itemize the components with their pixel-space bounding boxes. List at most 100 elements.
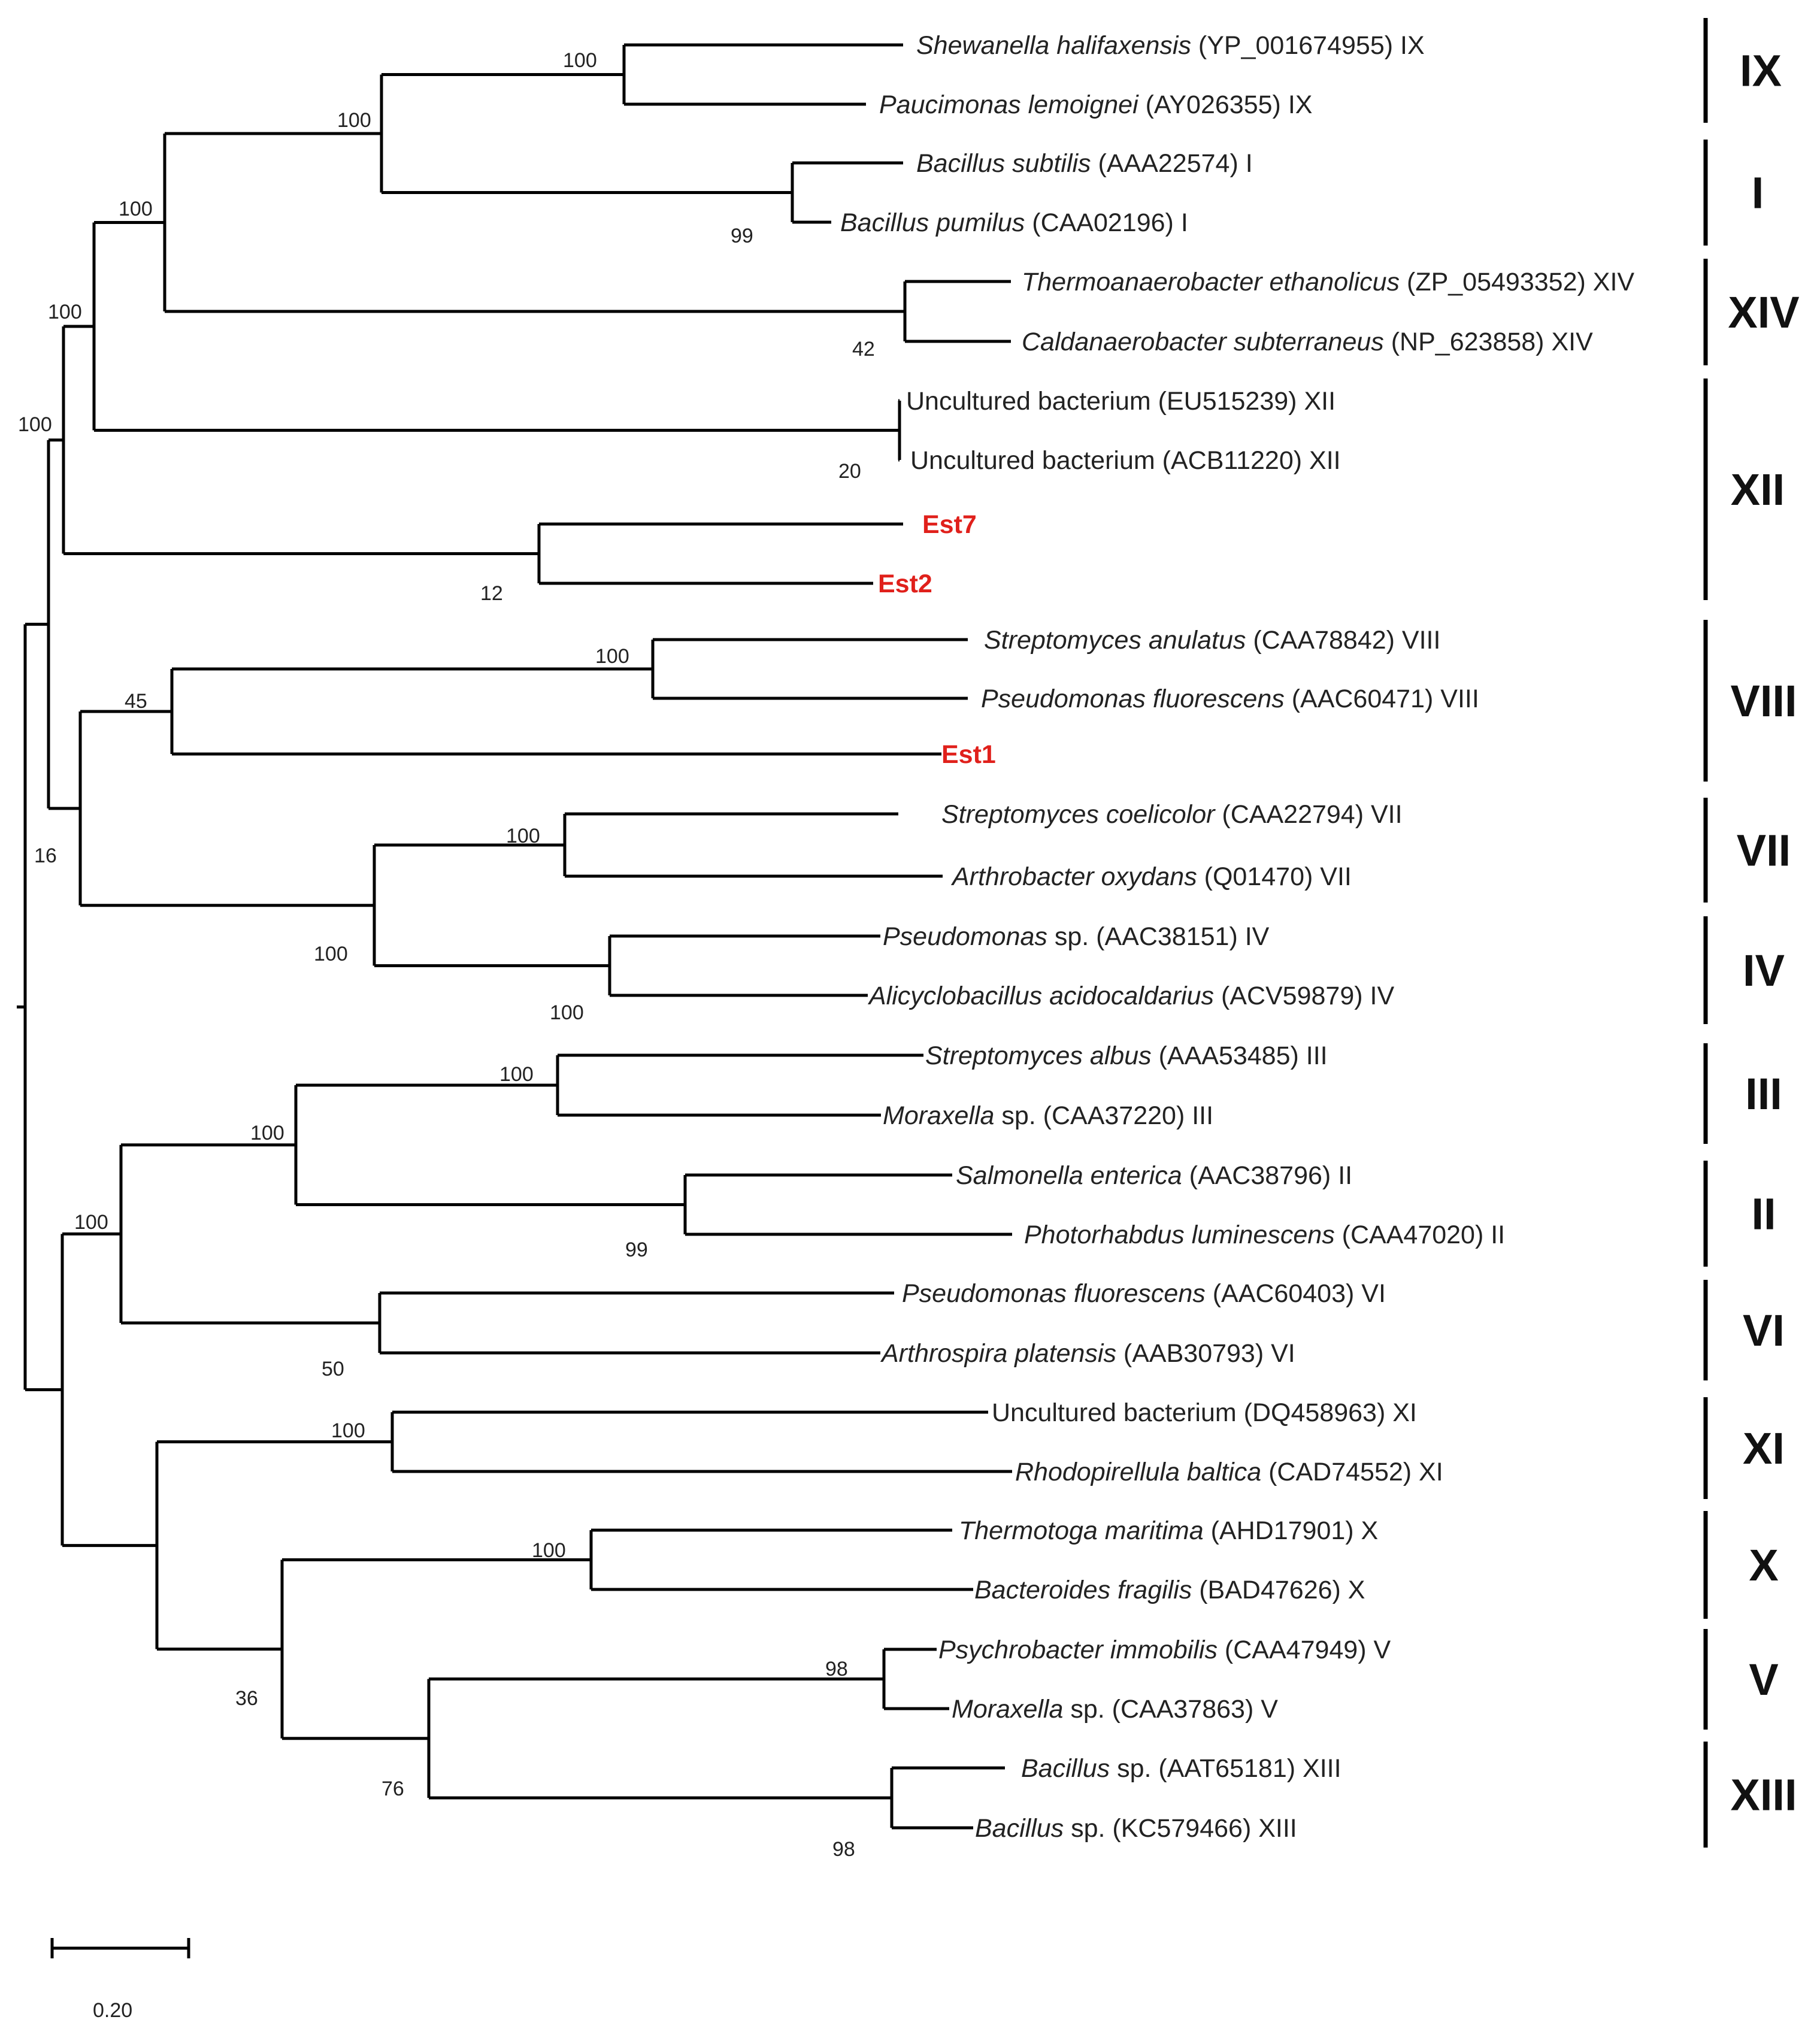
species-name: Bacillus subtilis bbox=[916, 149, 1091, 178]
leaf-label: Alicyclobacillus acidocaldarius (ACV5987… bbox=[867, 982, 1394, 1010]
accession-and-family: sp. (AAT65181) XIII bbox=[1110, 1754, 1341, 1783]
family-label-VIII: VIII bbox=[1730, 676, 1797, 726]
leaf-label: Thermoanaerobacter ethanolicus (ZP_05493… bbox=[1022, 268, 1634, 296]
bootstrap-value: 100 bbox=[331, 1419, 365, 1442]
leaf-label: Moraxella sp. (CAA37220) III bbox=[883, 1101, 1213, 1130]
tree-branches bbox=[17, 43, 1012, 1830]
family-label-XII: XII bbox=[1731, 465, 1785, 514]
bootstrap-value: 100 bbox=[595, 645, 629, 668]
family-label-X: X bbox=[1749, 1540, 1778, 1590]
leaf-label: Pseudomonas sp. (AAC38151) IV bbox=[883, 922, 1270, 951]
leaf-label: Caldanaerobacter subterraneus (NP_623858… bbox=[1022, 328, 1593, 356]
accession-and-family: Est7 bbox=[922, 510, 977, 539]
leaf-label: Arthrobacter oxydans (Q01470) VII bbox=[950, 862, 1352, 891]
scale-bar: 0.20 bbox=[50, 1938, 190, 2022]
bootstrap-value: 76 bbox=[381, 1777, 404, 1800]
leaf-label: Bacillus subtilis (AAA22574) I bbox=[916, 149, 1253, 178]
leaf-label: Salmonella enterica (AAC38796) II bbox=[956, 1161, 1352, 1190]
accession-and-family: (Q01470) VII bbox=[1197, 862, 1352, 891]
species-name: Arthrospira platensis bbox=[880, 1339, 1116, 1368]
leaf-label: Uncultured bacterium (ACB11220) XII bbox=[910, 446, 1341, 475]
species-name: Streptomyces anulatus bbox=[984, 626, 1246, 655]
accession-and-family: Est1 bbox=[941, 740, 996, 769]
family-label-XIII: XIII bbox=[1730, 1770, 1797, 1820]
species-name: Shewanella halifaxensis bbox=[916, 31, 1191, 60]
bootstrap-value: 100 bbox=[74, 1211, 108, 1234]
family-label-III: III bbox=[1745, 1069, 1782, 1119]
bootstrap-value: 100 bbox=[18, 413, 52, 436]
highlighted-leaf-label: Est2 bbox=[878, 570, 932, 598]
bootstrap-value: 12 bbox=[480, 582, 503, 605]
species-name: Pseudomonas fluorescens bbox=[902, 1279, 1206, 1308]
species-name: Pseudomonas bbox=[883, 922, 1047, 951]
leaf-label: Pseudomonas fluorescens (AAC60403) VI bbox=[902, 1279, 1386, 1308]
bootstrap-value: 100 bbox=[48, 301, 82, 323]
family-label-IX: IX bbox=[1740, 46, 1782, 96]
species-name: Streptomyces coelicolor bbox=[941, 800, 1216, 829]
species-name: Arthrobacter oxydans bbox=[950, 862, 1197, 891]
bootstrap-value: 50 bbox=[322, 1358, 344, 1380]
accession-and-family: (ACV59879) IV bbox=[1214, 982, 1394, 1010]
accession-and-family: (CAA78842) VIII bbox=[1246, 626, 1440, 655]
accession-and-family: Uncultured bacterium (DQ458963) XI bbox=[992, 1398, 1417, 1427]
accession-and-family: (AAB30793) VI bbox=[1116, 1339, 1295, 1368]
species-name: Alicyclobacillus acidocaldarius bbox=[867, 982, 1214, 1010]
leaf-label: Shewanella halifaxensis (YP_001674955) I… bbox=[916, 31, 1425, 60]
species-name: Caldanaerobacter subterraneus bbox=[1022, 328, 1384, 356]
leaf-label: Bacillus sp. (AAT65181) XIII bbox=[1021, 1754, 1341, 1783]
leaf-label: Streptomyces albus (AAA53485) III bbox=[925, 1041, 1328, 1070]
accession-and-family: (AAC60471) VIII bbox=[1285, 685, 1479, 713]
accession-and-family: (AY026355) IX bbox=[1138, 90, 1313, 119]
bootstrap-value: 36 bbox=[235, 1687, 258, 1710]
accession-and-family: (AAC60403) VI bbox=[1206, 1279, 1386, 1308]
family-label-II: II bbox=[1751, 1189, 1776, 1239]
leaf-label: Thermotoga maritima (AHD17901) X bbox=[959, 1516, 1378, 1545]
leaf-label: Bacillus pumilus (CAA02196) I bbox=[840, 208, 1188, 237]
bootstrap-value: 100 bbox=[119, 198, 153, 220]
family-label-XI: XI bbox=[1743, 1424, 1785, 1473]
leaf-label: Streptomyces coelicolor (CAA22794) VII bbox=[941, 800, 1403, 829]
accession-and-family: sp. (KC579466) XIII bbox=[1064, 1814, 1297, 1843]
accession-and-family: (NP_623858) XIV bbox=[1384, 328, 1593, 356]
bootstrap-value: 16 bbox=[34, 844, 57, 867]
family-label-I: I bbox=[1752, 168, 1764, 218]
species-name: Paucimonas lemoignei bbox=[879, 90, 1139, 119]
family-label-VII: VII bbox=[1737, 826, 1791, 876]
species-name: Bacillus bbox=[1021, 1754, 1110, 1783]
species-name: Salmonella enterica bbox=[956, 1161, 1182, 1190]
accession-and-family: sp. (CAA37220) III bbox=[994, 1101, 1213, 1130]
leaf-label: Uncultured bacterium (EU515239) XII bbox=[906, 387, 1336, 416]
bootstrap-value: 100 bbox=[563, 49, 597, 72]
species-name: Rhodopirellula baltica bbox=[1015, 1458, 1261, 1486]
bootstrap-value: 99 bbox=[625, 1238, 648, 1261]
leaf-label: Moraxella sp. (CAA37863) V bbox=[952, 1695, 1278, 1724]
leaf-label: Arthrospira platensis (AAB30793) VI bbox=[880, 1339, 1295, 1368]
bootstrap-value: 20 bbox=[838, 460, 861, 483]
species-name: Moraxella bbox=[952, 1695, 1063, 1724]
leaf-label: Streptomyces anulatus (CAA78842) VIII bbox=[984, 626, 1440, 655]
family-label-VI: VI bbox=[1743, 1306, 1785, 1355]
species-name: Moraxella bbox=[883, 1101, 994, 1130]
accession-and-family: (AHD17901) X bbox=[1204, 1516, 1379, 1545]
leaf-label: Pseudomonas fluorescens (AAC60471) VIII bbox=[981, 685, 1479, 713]
accession-and-family: (ZP_05493352) XIV bbox=[1400, 268, 1634, 296]
bootstrap-value: 100 bbox=[337, 109, 371, 132]
leaf-label: Paucimonas lemoignei (AY026355) IX bbox=[879, 90, 1312, 119]
family-label-IV: IV bbox=[1743, 946, 1785, 995]
accession-and-family: (CAA22794) VII bbox=[1215, 800, 1402, 829]
species-name: Pseudomonas fluorescens bbox=[981, 685, 1285, 713]
species-name: Bacteroides fragilis bbox=[974, 1576, 1192, 1604]
species-name: Thermotoga maritima bbox=[959, 1516, 1204, 1545]
accession-and-family: (CAA47020) II bbox=[1335, 1221, 1505, 1249]
accession-and-family: (YP_001674955) IX bbox=[1191, 31, 1425, 60]
accession-and-family: (AAA22574) I bbox=[1091, 149, 1253, 178]
family-label-V: V bbox=[1749, 1655, 1778, 1704]
bootstrap-value: 42 bbox=[852, 338, 875, 361]
accession-and-family: (CAD74552) XI bbox=[1261, 1458, 1443, 1486]
accession-and-family: (CAA47949) V bbox=[1218, 1636, 1391, 1664]
species-name: Psychrobacter immobilis bbox=[938, 1636, 1218, 1664]
accession-and-family: (CAA02196) I bbox=[1025, 208, 1188, 237]
bootstrap-value: 100 bbox=[499, 1063, 534, 1086]
accession-and-family: Uncultured bacterium (EU515239) XII bbox=[906, 387, 1336, 416]
bootstrap-value: 98 bbox=[825, 1658, 848, 1680]
